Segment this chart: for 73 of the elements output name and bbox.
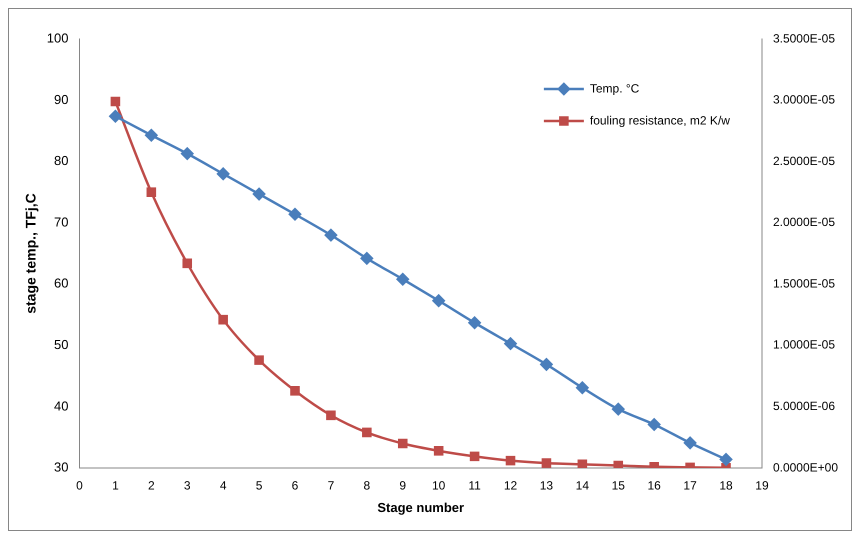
x-tick-label: 19: [755, 478, 769, 493]
y-axis-title: stage temp., TFj,C: [22, 193, 38, 314]
y2-tick-label: 2.5000E-05: [772, 154, 836, 168]
x-tick-label: 10: [432, 478, 446, 493]
point: [182, 258, 192, 268]
x-tick-label: 0: [76, 478, 84, 493]
x-axis-title: Stage number: [377, 500, 464, 515]
y2-tick-label: 1.0000E-05: [772, 338, 836, 352]
point: [612, 402, 625, 416]
point: [398, 438, 408, 448]
point: [434, 446, 444, 456]
point: [613, 460, 624, 468]
point: [324, 228, 338, 242]
x-tick-label: 11: [468, 478, 482, 493]
point: [468, 316, 481, 330]
point: [288, 208, 302, 221]
y2-tick-label: 5.0000E-06: [772, 399, 836, 414]
x-tick-label: 12: [504, 478, 518, 493]
x-tick-label: 7: [328, 478, 335, 493]
y-tick-label: 70: [54, 214, 68, 230]
x-tick-label: 18: [719, 478, 734, 493]
point: [326, 410, 336, 420]
legend-label: Temp. °C: [590, 81, 640, 96]
y2-tick-label: 3.0000E-05: [772, 92, 836, 107]
point: [432, 294, 445, 307]
x-tick-label: 3: [184, 478, 191, 493]
point: [180, 147, 194, 160]
point: [504, 337, 517, 350]
x-tick-label: 17: [683, 478, 698, 493]
point: [648, 418, 660, 431]
y-tick-label: 40: [54, 398, 68, 414]
x-tick-label: 8: [363, 478, 370, 493]
point: [684, 436, 696, 450]
point: [506, 456, 516, 466]
x-tick-label: 4: [220, 478, 227, 493]
point: [540, 358, 553, 371]
y-tick-label: 100: [46, 30, 68, 46]
point: [576, 381, 589, 394]
point: [362, 428, 372, 438]
x-tick-label: 6: [292, 478, 299, 493]
x-tick-label: 9: [399, 478, 406, 493]
x-tick-label: 1: [112, 478, 120, 493]
x-tick-label: 16: [648, 478, 662, 493]
point: [396, 272, 410, 286]
point: [254, 355, 264, 365]
y2-tick-label: 1.5000E-05: [772, 276, 836, 290]
point: [218, 314, 228, 324]
x-tick-label: 15: [612, 478, 626, 493]
x-tick-label: 13: [540, 478, 554, 493]
point: [146, 187, 156, 197]
x-tick-label: 5: [256, 478, 263, 493]
point: [145, 128, 158, 142]
legend-label: fouling resistance, m2 K/w: [590, 113, 730, 128]
x-tick-label: 14: [576, 478, 590, 493]
y-tick-label: 90: [54, 92, 68, 107]
point: [542, 458, 552, 468]
y2-tick-label: 3.5000E-05: [772, 31, 836, 46]
point: [360, 252, 374, 265]
point: [252, 188, 266, 200]
point: [720, 453, 732, 466]
x-tick-label: 2: [148, 478, 155, 493]
y2-tick-label: 0.0000E+00: [772, 460, 838, 474]
y-tick-label: 80: [54, 153, 68, 168]
point: [470, 452, 480, 462]
point: [109, 110, 122, 122]
y2-tick-label: 2.0000E-05: [772, 215, 836, 230]
y-tick-label: 50: [54, 337, 68, 352]
point: [290, 386, 300, 396]
point: [578, 460, 588, 468]
point: [216, 168, 230, 180]
y-tick-label: 30: [54, 460, 68, 475]
y-tick-label: 60: [54, 276, 68, 291]
point: [110, 96, 120, 106]
